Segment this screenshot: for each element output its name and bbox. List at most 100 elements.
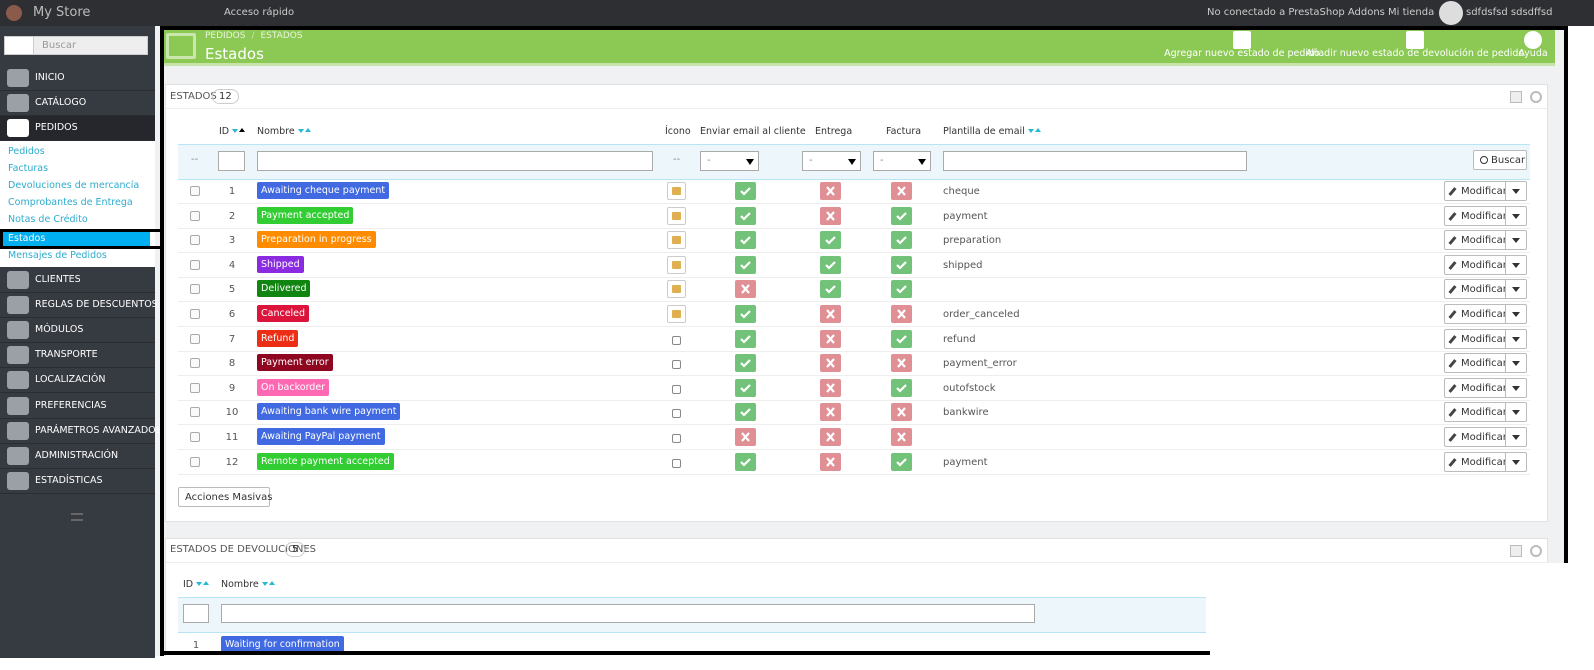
row-checkbox[interactable] xyxy=(190,235,200,246)
breadcrumb-item[interactable]: ESTADOS xyxy=(260,31,303,41)
column-header[interactable]: Ícono xyxy=(665,126,691,137)
annotation-frame xyxy=(160,651,1210,655)
search-button[interactable] xyxy=(4,36,34,55)
icon-checkbox xyxy=(672,384,681,394)
row-checkbox[interactable] xyxy=(190,333,200,344)
column-header[interactable]: Entrega xyxy=(815,126,853,137)
toolbar-icon xyxy=(1233,31,1251,49)
menu-item[interactable]: CLIENTES xyxy=(35,274,81,285)
column-header[interactable]: ID xyxy=(183,579,194,590)
select-filter[interactable]: - xyxy=(700,151,759,171)
row-id: 1 xyxy=(228,186,236,197)
dropdown-button[interactable] xyxy=(1505,353,1527,374)
submenu-item[interactable]: Comprobantes de Entrega xyxy=(8,197,133,208)
toolbar-button[interactable]: Agregar nuevo estado de pedido xyxy=(1164,48,1320,59)
row-checkbox[interactable] xyxy=(190,456,200,467)
search-button[interactable]: Buscar xyxy=(1473,150,1527,170)
submenu-item[interactable]: Notas de Crédito xyxy=(8,214,88,225)
brand[interactable]: My Store xyxy=(33,5,91,20)
dropdown-button[interactable] xyxy=(1505,181,1527,201)
menu-item[interactable]: TRANSPORTE xyxy=(35,349,98,361)
id-filter[interactable] xyxy=(218,151,245,171)
edit-button[interactable]: Modificar xyxy=(1444,230,1507,251)
menu-item[interactable]: ESTADÍSTICAS xyxy=(35,474,103,486)
id-filter[interactable] xyxy=(183,604,209,623)
name-filter[interactable] xyxy=(257,151,653,171)
edit-button[interactable]: Modificar xyxy=(1444,377,1507,398)
dropdown-button[interactable] xyxy=(1505,230,1527,251)
dropdown-button[interactable] xyxy=(1505,304,1527,324)
bulk-actions[interactable]: Acciones Masivas xyxy=(178,487,272,507)
panel-tool[interactable] xyxy=(1530,545,1542,557)
edit-button[interactable]: Modificar xyxy=(1444,427,1507,447)
row-checkbox[interactable] xyxy=(190,309,200,319)
menu-item[interactable]: PEDIDOS xyxy=(35,122,78,133)
dropdown-button[interactable] xyxy=(1505,279,1527,300)
menu-item[interactable]: PARÁMETROS AVANZADOS xyxy=(35,424,162,436)
menu-item[interactable]: MÓDULOS xyxy=(35,324,84,336)
submenu-item[interactable]: Pedidos xyxy=(8,146,45,157)
menu-item[interactable]: REGLAS DE DESCUENTOS xyxy=(35,299,158,311)
menu-item[interactable]: ADMINISTRACIÓN xyxy=(35,449,119,461)
template-filter[interactable] xyxy=(943,151,1247,171)
edit-button[interactable]: Modificar xyxy=(1444,328,1507,349)
edit-button[interactable]: Modificar xyxy=(1444,205,1507,226)
edit-button[interactable]: Modificar xyxy=(1444,451,1507,472)
menu-item[interactable]: INICIO xyxy=(35,72,65,83)
column-header[interactable]: Nombre xyxy=(221,579,259,590)
column-header[interactable]: Factura xyxy=(886,126,922,137)
dropdown-button[interactable] xyxy=(1505,427,1527,447)
column-header[interactable]: ID xyxy=(219,126,230,137)
menu-item[interactable]: CATÁLOGO xyxy=(35,97,87,108)
toolbar-button[interactable]: Ayuda xyxy=(1518,48,1548,59)
submenu-item[interactable]: Mensajes de Pedidos xyxy=(8,250,107,261)
row-checkbox[interactable] xyxy=(190,210,200,221)
row-checkbox[interactable] xyxy=(190,186,200,196)
count-badge: 5 xyxy=(285,542,306,557)
edit-button[interactable]: Modificar xyxy=(1444,353,1507,374)
row-checkbox[interactable] xyxy=(190,432,200,442)
shop[interactable]: Mi tienda xyxy=(1388,7,1435,18)
edit-button[interactable]: Modificar xyxy=(1444,181,1507,201)
dropdown-button[interactable] xyxy=(1505,254,1527,275)
row-checkbox[interactable] xyxy=(190,382,200,393)
sort-desc xyxy=(1027,129,1034,133)
template: refund xyxy=(943,333,976,345)
row-checkbox[interactable] xyxy=(190,358,200,369)
row-checkbox[interactable] xyxy=(190,259,200,270)
quick-access[interactable]: Acceso rápido xyxy=(224,7,295,18)
submenu-item[interactable]: Devoluciones de mercancía xyxy=(8,180,140,191)
select-filter[interactable]: - xyxy=(802,151,861,171)
toolbar-button[interactable]: Añadir nuevo estado de devolución de ped… xyxy=(1305,48,1525,59)
addons[interactable]: No conectado a PrestaShop Addons xyxy=(1207,7,1385,18)
submenu-item[interactable]: Facturas xyxy=(8,163,49,174)
dropdown-button[interactable] xyxy=(1505,402,1527,423)
dropdown-button[interactable] xyxy=(1505,377,1527,398)
select-filter[interactable]: - xyxy=(873,151,931,171)
panel-tool[interactable] xyxy=(1510,545,1522,557)
edit-button[interactable]: Modificar xyxy=(1444,304,1507,324)
dropdown-button[interactable] xyxy=(1505,205,1527,226)
user[interactable]: sdfdsfsd sdsdffsd xyxy=(1466,7,1553,18)
dropdown-button[interactable] xyxy=(1505,451,1527,472)
submenu-item[interactable]: Estados xyxy=(8,233,46,244)
cross xyxy=(740,432,750,442)
menu-item[interactable]: LOCALIZACIÓN xyxy=(35,374,106,386)
column-header[interactable]: Enviar email al cliente xyxy=(700,126,806,137)
column-header[interactable]: Plantilla de email xyxy=(943,126,1025,137)
edit-button[interactable]: Modificar xyxy=(1444,279,1507,300)
menu-item[interactable]: PREFERENCIAS xyxy=(35,399,107,411)
row-checkbox[interactable] xyxy=(190,284,200,295)
edit-button[interactable]: Modificar xyxy=(1444,254,1507,275)
name-filter[interactable] xyxy=(221,604,1035,623)
header-icon xyxy=(166,33,196,59)
edit-button[interactable]: Modificar xyxy=(1444,402,1507,423)
breadcrumb-item[interactable]: PEDIDOS xyxy=(205,31,246,41)
dropdown-button[interactable] xyxy=(1505,328,1527,349)
row-checkbox[interactable] xyxy=(190,407,200,418)
panel-tool[interactable] xyxy=(1510,91,1522,103)
panel-tool[interactable] xyxy=(1530,91,1542,103)
column-header[interactable]: Nombre xyxy=(257,126,295,137)
pencil-glyph xyxy=(1448,383,1457,393)
icon-glyph xyxy=(672,211,681,220)
